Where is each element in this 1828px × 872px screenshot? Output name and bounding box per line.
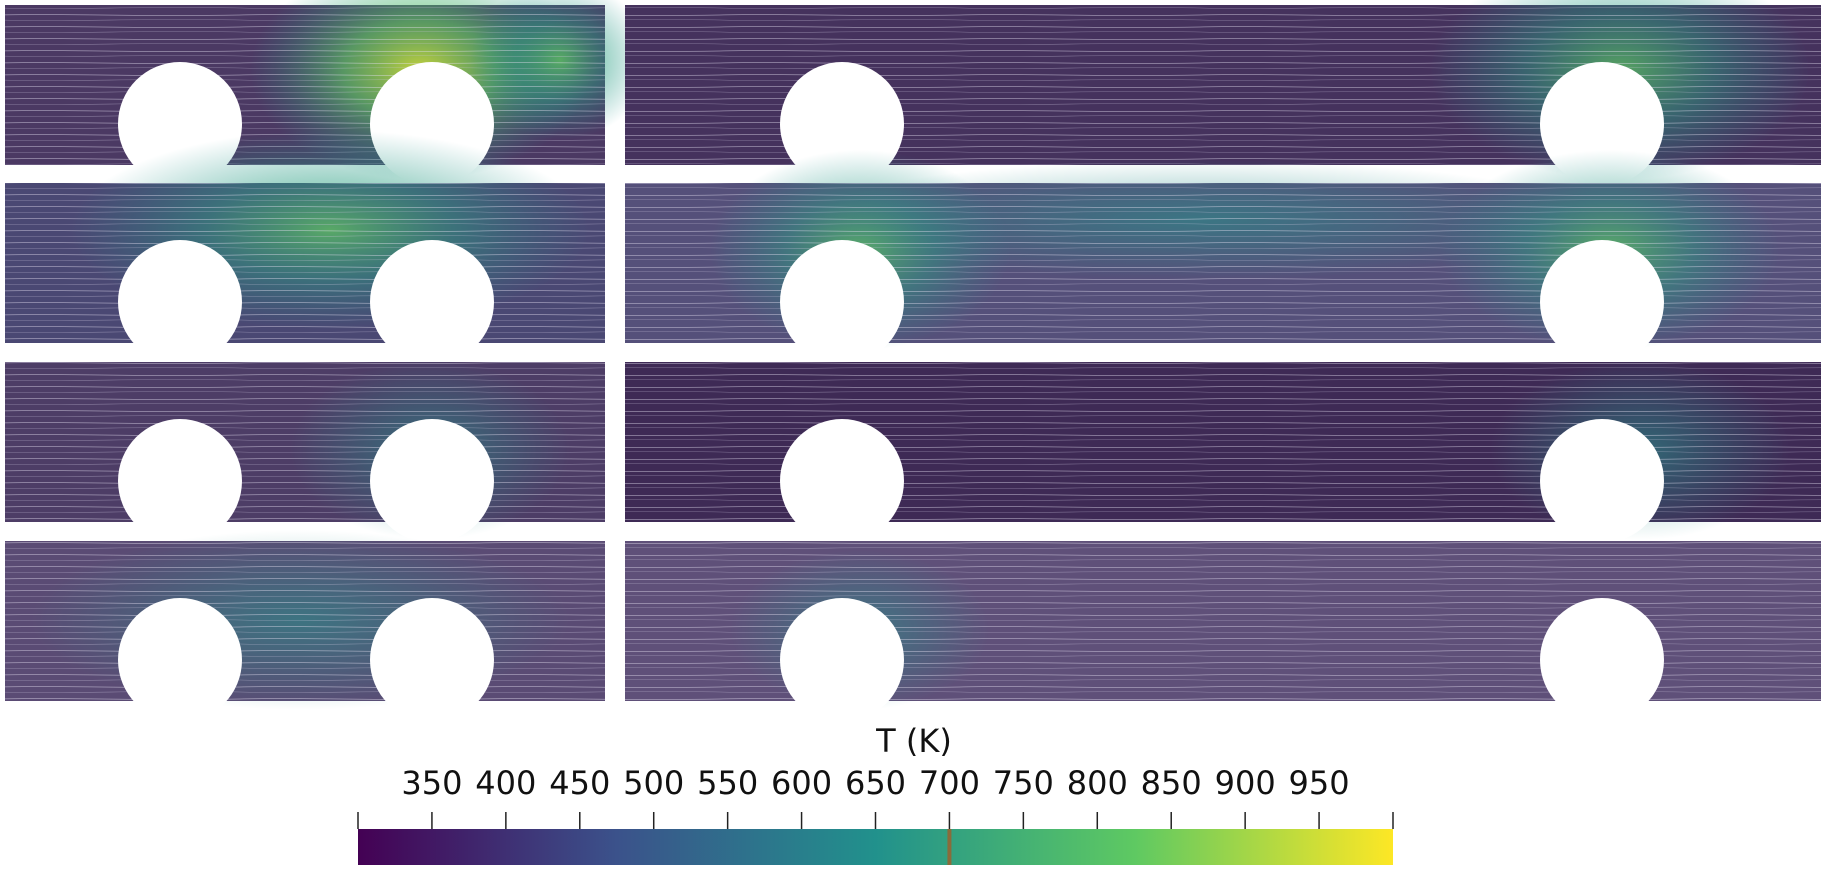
colorbar-tick-label: 550	[697, 764, 759, 802]
panel-row4-left	[5, 530, 605, 720]
panel-row3-left	[5, 360, 605, 543]
panel-row1-right	[625, 0, 1821, 186]
panel-row3-right	[625, 360, 1821, 543]
colorbar-tick-label: 600	[771, 764, 833, 802]
colorbar-tick-label: 950	[1288, 764, 1350, 802]
streamline-temperature-figure	[5, 0, 1821, 720]
colorbar	[357, 812, 1394, 865]
colorbar-gradient	[358, 829, 1393, 865]
colorbar-tick-label: 350	[401, 764, 463, 802]
colorbar-tick-label: 800	[1066, 764, 1128, 802]
colorbar-tick-label: 450	[549, 764, 611, 802]
panel-row4-right	[625, 541, 1821, 720]
panel-row2-left	[5, 130, 605, 364]
colorbar-ticks	[357, 812, 1394, 829]
colorbar-title: T (K)	[876, 722, 952, 760]
colorbar-tick-label: 400	[475, 764, 537, 802]
colorbar-marker	[947, 829, 952, 865]
colorbar-tick-label: 650	[844, 764, 907, 802]
colorbar-tick-label: 500	[623, 764, 685, 802]
colorbar-tick-label: 850	[1140, 764, 1202, 802]
panel-row2-right	[625, 150, 1821, 364]
colorbar-tick-label: 700	[918, 764, 980, 802]
colorbar-tick-label: 900	[1214, 764, 1276, 802]
colorbar-tick-label: 750	[992, 764, 1054, 802]
